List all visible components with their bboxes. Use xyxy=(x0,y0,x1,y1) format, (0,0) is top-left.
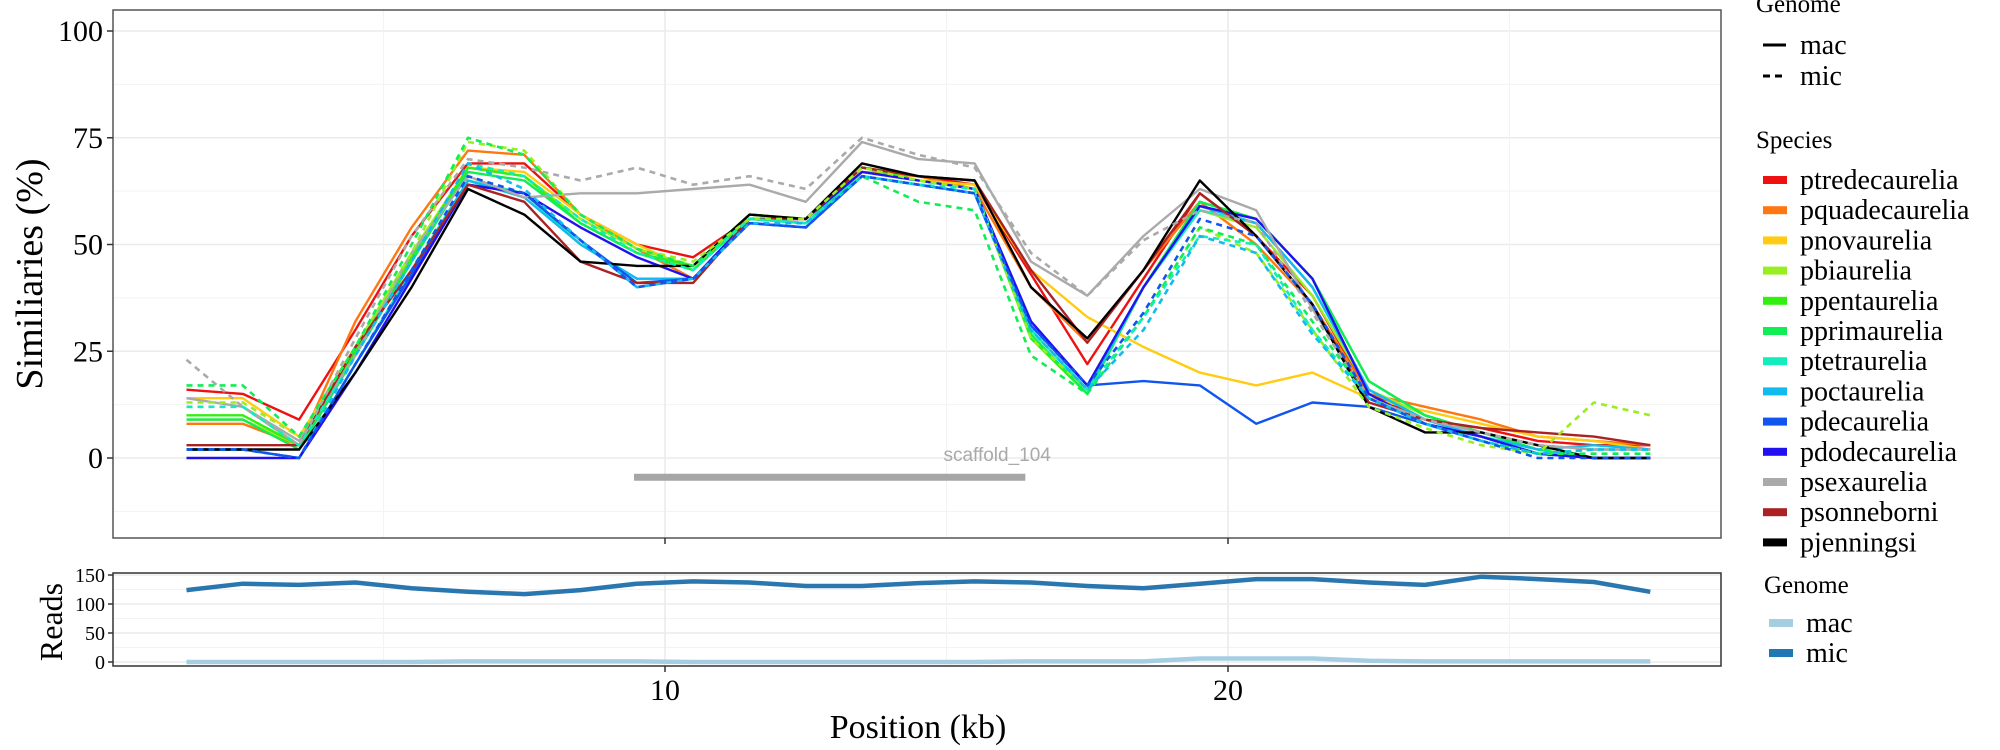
y-tick-label: 100 xyxy=(75,594,105,616)
legend-key-ptredecaurelia xyxy=(1763,176,1787,184)
series-line-pbiaurelia-mic xyxy=(186,140,1651,456)
legend-label: mac xyxy=(1806,608,1853,639)
y-tick-label: 50 xyxy=(73,229,103,262)
y-tick-label: 25 xyxy=(73,335,103,368)
legend-label: pnovaurelia xyxy=(1800,225,1933,256)
reads-y-axis-title: Reads xyxy=(33,583,69,661)
reads-panel-border xyxy=(112,572,1722,667)
x-tick-label: 20 xyxy=(1213,674,1243,707)
series-line-pprimaurelia-mic xyxy=(186,136,1651,456)
legend-key-ppentaurelia xyxy=(1763,296,1787,305)
reads-line-mic xyxy=(186,574,1651,597)
y-tick-label: 100 xyxy=(58,15,103,48)
legend-key-pprimaurelia xyxy=(1763,327,1787,335)
legend-key-pjenningsi xyxy=(1763,538,1787,547)
reads-y-axis: 0 50 100 150 xyxy=(75,565,113,674)
legend-label: mic xyxy=(1806,638,1848,669)
reads-gridlines xyxy=(113,573,1721,666)
legend-title: Genome xyxy=(1756,0,1841,18)
legend-label: poctaurelia xyxy=(1800,376,1925,407)
legend-key-ptetraurelia xyxy=(1763,357,1787,366)
similarity-panel-border xyxy=(112,9,1722,539)
y-tick-label: 50 xyxy=(85,623,105,645)
legend-label: pquadecaurelia xyxy=(1800,195,1970,226)
scaffold-label: scaffold_104 xyxy=(943,445,1051,466)
legend-label: pbiaurelia xyxy=(1800,256,1913,287)
series-line-pdecaurelia-mic xyxy=(186,174,1651,460)
y-tick-label: 0 xyxy=(88,442,103,475)
legend-key-psonneborni xyxy=(1763,508,1787,517)
similarity-panel-background xyxy=(113,10,1721,538)
legend-label: pjenningsi xyxy=(1800,527,1917,558)
legend-title: Genome xyxy=(1764,572,1849,599)
legend-key-pbiaurelia xyxy=(1763,266,1787,275)
legend-key-psexaurelia xyxy=(1763,478,1787,486)
legend-title: Species xyxy=(1756,127,1832,154)
legend-label: pdecaurelia xyxy=(1800,407,1930,438)
legend-label: ptredecaurelia xyxy=(1800,165,1959,196)
y-tick-label: 150 xyxy=(75,565,105,587)
similarity-panel: scaffold_104 0 25 50 75 100 Similiaries (%) xyxy=(9,9,1722,539)
legend-label: pprimaurelia xyxy=(1800,316,1944,347)
legend-key-poctaurelia xyxy=(1763,387,1787,396)
legend-label: psonneborni xyxy=(1800,497,1939,528)
legend-label: mac xyxy=(1800,30,1847,61)
reads-panel: 0 50 100 150 10 20 Reads Position (kb) xyxy=(33,538,1722,746)
reads-line-mac xyxy=(186,656,1651,665)
legend-label: pdodecaurelia xyxy=(1800,437,1958,468)
series-line-psexaurelia-mic xyxy=(185,136,1651,451)
legend-label: ptetraurelia xyxy=(1800,346,1928,377)
x-tick-label: 10 xyxy=(650,674,680,707)
x-axis-title: Position (kb) xyxy=(830,709,1007,746)
legend-key-mic xyxy=(1769,649,1793,657)
similarity-y-axis-title: Similiaries (%) xyxy=(9,158,51,389)
legend-label: psexaurelia xyxy=(1800,467,1928,498)
legend-key-pnovaurelia xyxy=(1763,236,1787,245)
similarity-lines xyxy=(185,136,1651,460)
legend-key-pdecaurelia xyxy=(1763,417,1787,426)
reads-lines xyxy=(186,574,1651,665)
legend-key-pquadecaurelia xyxy=(1763,206,1787,215)
legend-label: mic xyxy=(1800,61,1842,92)
y-tick-label: 75 xyxy=(73,122,103,155)
legend-key-pdodecaurelia xyxy=(1763,447,1787,456)
y-tick-label: 0 xyxy=(95,652,105,674)
legend-key-mac xyxy=(1769,619,1793,627)
legend-label: ppentaurelia xyxy=(1800,286,1939,317)
series-line-pjenningsi-mac xyxy=(186,162,1651,460)
similarity-y-axis: 0 25 50 75 100 xyxy=(58,15,113,475)
x-axis: 10 20 xyxy=(650,538,1243,707)
legend-species: Species ptredecaureliapquadecaureliapnova… xyxy=(1756,127,1970,558)
scaffold-annotation: scaffold_104 xyxy=(634,445,1051,481)
